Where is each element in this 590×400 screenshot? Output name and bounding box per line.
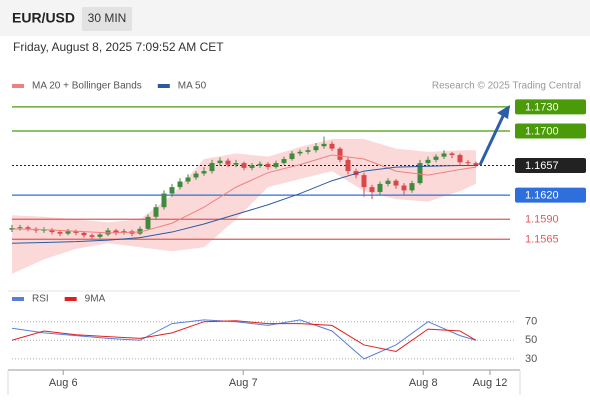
legend-swatch <box>12 84 24 88</box>
y-tick-label: 30 <box>525 353 537 365</box>
candle-body <box>153 207 159 217</box>
candle-body <box>361 175 367 188</box>
candle-body <box>169 187 175 194</box>
candle-body <box>217 160 223 164</box>
candle-body <box>369 187 375 192</box>
attribution: Research © 2025 Trading Central <box>432 81 581 92</box>
candle-body <box>441 153 447 157</box>
candle-body <box>185 177 191 182</box>
timestamp: Friday, August 8, 2025 7:09:52 AM CET <box>13 40 224 54</box>
candle-body <box>345 159 351 172</box>
bollinger-band <box>12 138 476 274</box>
interval: 30 MIN <box>88 11 127 25</box>
candle-body <box>57 232 63 234</box>
candle-body <box>401 185 407 191</box>
candle-body <box>449 153 455 156</box>
candle-body <box>201 171 207 174</box>
candle-body <box>17 227 23 229</box>
legend-label: MA 50 <box>178 81 207 92</box>
candle-body <box>297 151 303 154</box>
candle-body <box>81 232 87 236</box>
candle-body <box>385 180 391 184</box>
candle-body <box>273 163 279 168</box>
moving-average <box>11 164 476 244</box>
candle-body <box>265 163 271 168</box>
indicator-line <box>11 319 477 360</box>
candle-body <box>409 183 415 191</box>
indicator-line <box>11 320 477 352</box>
candle-body <box>209 163 215 172</box>
level-label-box <box>515 157 586 173</box>
y-tick-label: 50 <box>525 334 537 346</box>
candle-body <box>25 227 31 229</box>
candle-body <box>161 193 167 208</box>
legend-swatch <box>64 297 77 301</box>
y-tick-label: 70 <box>525 316 537 328</box>
candle-body <box>193 173 199 178</box>
candle-body <box>377 183 383 192</box>
legend-label: MA 20 + Bollinger Bands <box>32 81 142 92</box>
candle-body <box>457 155 463 163</box>
forecast-arrowhead <box>497 105 510 119</box>
candle-body <box>65 231 71 234</box>
forecast-arrow <box>478 113 506 166</box>
candle-body <box>225 160 231 165</box>
symbol: EUR/USD <box>12 10 75 26</box>
candle-body <box>89 235 95 237</box>
candle-body <box>137 228 143 234</box>
candle-body <box>249 165 255 168</box>
level-label: 1.1565 <box>525 234 559 246</box>
legend-swatch <box>12 297 24 301</box>
candle-body <box>289 153 295 160</box>
candle-body <box>177 181 183 188</box>
candle-body <box>473 163 479 166</box>
candle-body <box>97 234 103 237</box>
candle-body <box>465 162 471 164</box>
x-tick-label: Aug 12 <box>473 377 508 389</box>
candle-body <box>145 216 151 229</box>
interval-box <box>82 7 132 31</box>
level-label-box <box>515 123 586 139</box>
candle-body <box>305 150 311 152</box>
candle-body <box>433 156 439 160</box>
candle-body <box>425 159 431 164</box>
candle-body <box>233 163 239 165</box>
level-label: 1.1620 <box>525 190 559 202</box>
level-label-box <box>515 99 586 115</box>
legend-label: 9MA <box>85 294 106 305</box>
x-tick-label: Aug 7 <box>229 377 258 389</box>
candle-body <box>337 148 343 160</box>
level-label: 1.1730 <box>525 101 559 113</box>
candle-body <box>321 143 327 147</box>
level-label: 1.1700 <box>525 125 559 137</box>
candle-body <box>49 229 55 233</box>
candle-body <box>329 143 335 149</box>
candle-body <box>281 159 287 164</box>
x-tick-label: Aug 6 <box>49 377 78 389</box>
candle-body <box>73 231 79 233</box>
candle-body <box>241 163 247 168</box>
level-label: 1.1590 <box>525 214 559 226</box>
legend-swatch <box>157 84 170 88</box>
level-label-box <box>515 187 586 203</box>
candle-body <box>257 163 263 166</box>
legend-label: RSI <box>32 294 49 305</box>
level-label: 1.1657 <box>525 160 559 172</box>
candle-body <box>393 180 399 186</box>
candle-body <box>417 163 423 184</box>
moving-average <box>11 154 477 234</box>
x-tick-label: Aug 8 <box>409 377 438 389</box>
candle-body <box>313 146 319 151</box>
candle-body <box>113 230 119 233</box>
